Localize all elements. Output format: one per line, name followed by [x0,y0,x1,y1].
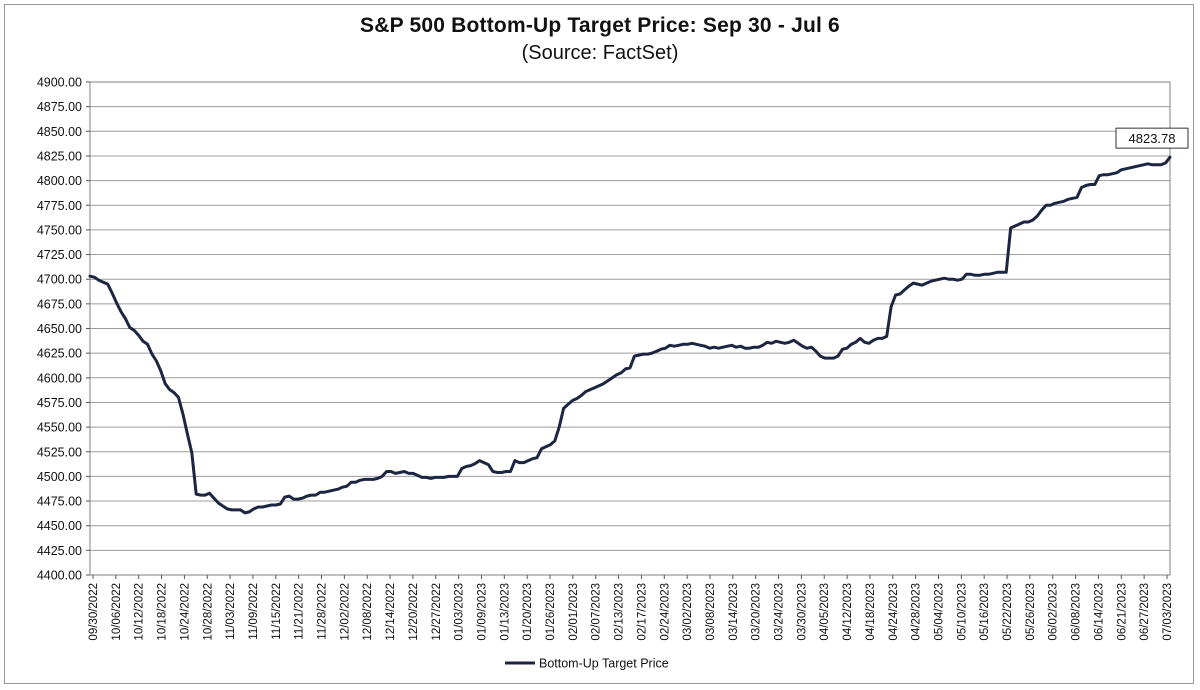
y-tick-label: 4900.00 [37,76,82,90]
x-tick-label: 06/27/2023 [1139,583,1151,641]
x-tick-label: 11/09/2022 [248,583,260,640]
x-tick-label: 03/14/2023 [728,583,740,641]
y-tick-label: 4400.00 [37,569,82,583]
y-tick-label: 4450.00 [37,519,82,533]
x-tick-label: 11/03/2022 [225,583,237,640]
x-tick-label: 02/01/2023 [568,583,580,641]
x-tick-label: 03/24/2023 [774,583,786,641]
legend: Bottom-Up Target Price [505,657,669,671]
y-axis-ticks: 4400.00 4425.00 4450.00 4475.00 4500.00 4525.… [37,76,90,583]
x-tick-label: 04/12/2023 [842,583,854,641]
x-tick-label: 04/28/2023 [911,583,923,641]
last-value-label: 4823.78 [1129,131,1176,146]
y-tick-label: 4725.00 [37,248,82,262]
y-tick-label: 4525.00 [37,445,82,459]
x-tick-label: 04/05/2023 [819,583,831,641]
last-value-callout: 4823.78 [1115,127,1189,149]
y-tick-label: 4425.00 [37,544,82,558]
y-tick-label: 4575.00 [37,396,82,410]
x-tick-label: 05/10/2023 [956,583,968,641]
x-tick-label: 12/20/2022 [408,583,420,641]
y-tick-label: 4625.00 [37,347,82,361]
y-tick-label: 4875.00 [37,100,82,114]
x-tick-label: 05/22/2023 [1002,583,1014,641]
x-tick-label: 11/28/2022 [317,583,329,640]
x-tick-label: 06/21/2023 [1116,583,1128,641]
x-tick-label: 10/18/2022 [157,583,169,641]
x-tick-label: 06/08/2023 [1071,583,1083,641]
x-tick-label: 03/02/2023 [682,583,694,641]
y-tick-label: 4800.00 [37,174,82,188]
chart-subtitle: (Source: FactSet) [521,42,679,64]
x-tick-label: 12/27/2022 [431,583,443,641]
x-tick-label: 01/13/2023 [499,583,511,641]
x-tick-label: 11/15/2022 [271,583,283,640]
x-tick-label: 09/30/2022 [88,583,100,641]
y-tick-label: 4500.00 [37,470,82,484]
y-tick-label: 4650.00 [37,322,82,336]
x-axis-ticks: 09/30/2022 10/06/2022 10/12/2022 10/18/2022… [88,575,1174,641]
y-tick-label: 4700.00 [37,273,82,287]
y-tick-label: 4550.00 [37,421,82,435]
x-tick-label: 11/21/2022 [294,583,306,640]
x-tick-label: 02/17/2023 [636,583,648,641]
x-tick-label: 12/08/2022 [362,583,374,641]
x-tick-label: 12/14/2022 [385,583,397,641]
y-tick-label: 4475.00 [37,495,82,509]
x-tick-label: 10/24/2022 [179,583,191,641]
chart-title: S&P 500 Bottom-Up Target Price: Sep 30 -… [360,14,840,37]
x-tick-label: 03/08/2023 [705,583,717,641]
series-layer [88,155,1172,515]
x-tick-label: 06/02/2023 [1048,583,1060,641]
x-tick-label: 02/07/2023 [591,583,603,641]
x-tick-label: 10/06/2022 [111,583,123,641]
x-tick-label: 05/04/2023 [933,583,945,641]
chart-frame [4,4,1194,684]
gridlines [89,81,1171,576]
x-tick-label: 01/26/2023 [545,583,557,641]
legend-label: Bottom-Up Target Price [539,657,669,671]
x-tick-label: 01/09/2023 [476,583,488,641]
x-tick-label: 01/03/2023 [454,583,466,641]
x-tick-label: 04/24/2023 [888,583,900,641]
series-line-bottom-up-target-price [88,155,1172,515]
x-tick-label: 01/20/2023 [522,583,534,641]
x-tick-label: 05/16/2023 [979,583,991,641]
x-tick-label: 12/02/2022 [339,583,351,641]
x-tick-label: 02/13/2023 [614,583,626,641]
x-tick-label: 03/20/2023 [751,583,763,641]
y-tick-label: 4675.00 [37,297,82,311]
x-tick-label: 06/14/2023 [1093,583,1105,641]
x-tick-label: 10/12/2022 [134,583,146,641]
x-tick-label: 07/03/2023 [1162,583,1174,641]
y-tick-label: 4775.00 [37,199,82,213]
x-tick-label: 03/30/2023 [796,583,808,641]
y-tick-label: 4750.00 [37,223,82,237]
x-tick-label: 05/26/2023 [1025,583,1037,641]
x-tick-label: 02/24/2023 [659,583,671,641]
x-tick-label: 10/28/2022 [202,583,214,641]
x-tick-label: 04/18/2023 [865,583,877,641]
callout-box [1115,127,1189,149]
y-tick-label: 4600.00 [37,371,82,385]
y-tick-label: 4850.00 [37,125,82,139]
y-tick-label: 4825.00 [37,149,82,163]
